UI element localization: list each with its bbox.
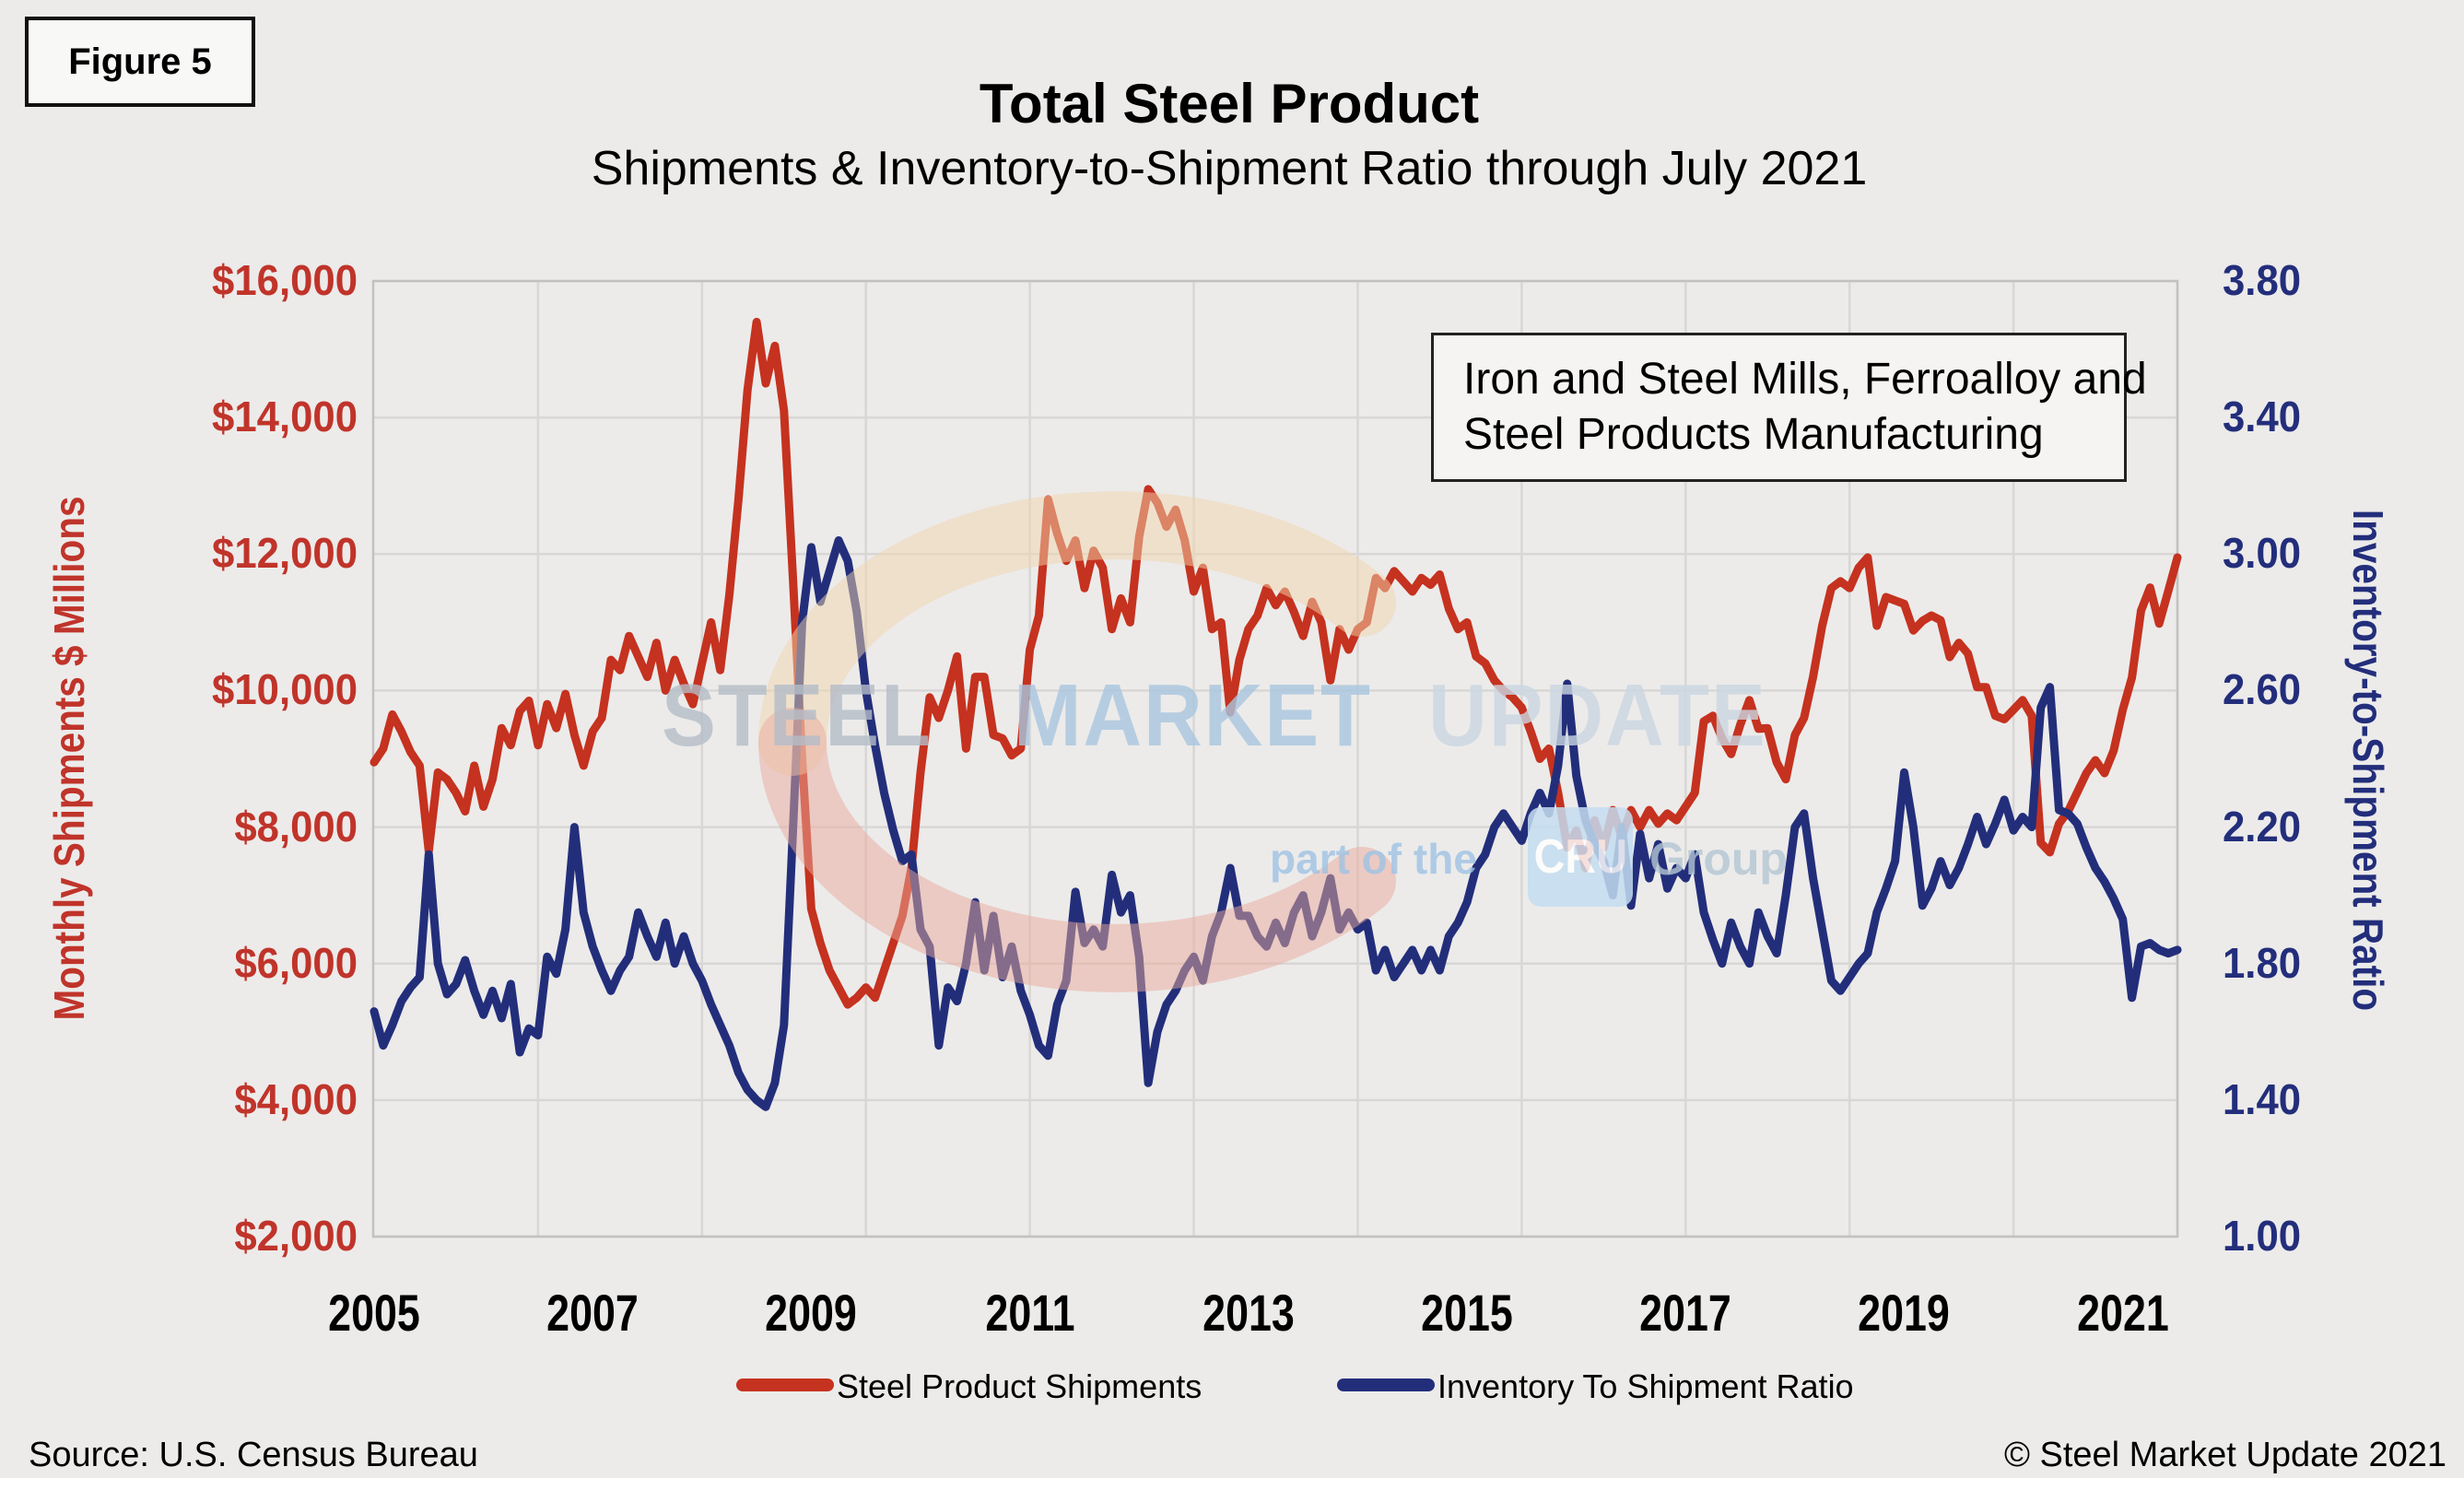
annotation-box: Iron and Steel Mills, Ferroalloy and Ste…	[1431, 333, 2147, 482]
right-axis-tick: 1.00	[2223, 1212, 2302, 1260]
x-axis-tick: 2021	[2076, 1284, 2169, 1342]
right-axis-tick: 3.00	[2223, 529, 2302, 578]
right-axis-tick: 1.80	[2223, 938, 2302, 987]
chart-subtitle: Shipments & Inventory-to-Shipment Ratio …	[591, 142, 1868, 195]
right-axis-tick: 2.60	[2223, 665, 2302, 714]
x-axis-tick: 2005	[328, 1284, 420, 1342]
legend-swatch-ratio	[1337, 1379, 1435, 1391]
x-axis-tick: 2007	[546, 1284, 639, 1342]
x-axis-tick: 2009	[765, 1284, 858, 1342]
x-axis-tick: 2017	[1639, 1284, 1732, 1342]
chart-title: Total Steel Product	[979, 73, 1480, 135]
x-axis-tick: 2013	[1203, 1284, 1295, 1342]
figure-label: Figure 5	[68, 41, 212, 82]
copyright-text: © Steel Market Update 2021	[2003, 1436, 2446, 1474]
figure-label-box: Figure 5	[25, 17, 255, 107]
bottom-strip	[0, 1478, 2464, 1490]
source-text: Source: U.S. Census Bureau	[29, 1436, 478, 1474]
title-block: Total Steel Product Shipments & Inventor…	[0, 0, 2458, 196]
right-axis-tick: 1.40	[2223, 1074, 2302, 1123]
left-axis-tick: $8,000	[234, 802, 358, 851]
left-axis-tick: $10,000	[212, 665, 358, 714]
right-axis-tick: 3.40	[2223, 393, 2302, 441]
right-axis-tick: 3.80	[2223, 256, 2302, 304]
legend-swatch-shipments	[736, 1379, 834, 1391]
left-axis-tick: $4,000	[234, 1074, 358, 1123]
left-axis-tick: $2,000	[234, 1212, 358, 1260]
x-axis-tick: 2015	[1421, 1284, 1513, 1342]
x-axis-tick: 2019	[1858, 1284, 1951, 1342]
x-axis-tick: 2011	[985, 1284, 1075, 1342]
annotation-line-1: Iron and Steel Mills, Ferroalloy and	[1463, 355, 2147, 404]
left-axis-tick: $16,000	[212, 256, 358, 304]
annotation-line-2: Steel Products Manufacturing	[1463, 410, 2044, 459]
ratio-line	[370, 536, 2182, 1111]
left-axis-title: Monthly Shipments $ Millions	[45, 496, 93, 1021]
right-axis-tick: 2.20	[2223, 802, 2302, 851]
legend-label-ratio: Inventory To Shipment Ratio	[1437, 1367, 1854, 1405]
left-axis-tick: $14,000	[212, 393, 358, 441]
left-axis-tick: $12,000	[212, 529, 358, 578]
left-axis-tick: $6,000	[234, 938, 358, 987]
legend-label-shipments: Steel Product Shipments	[837, 1367, 1203, 1405]
